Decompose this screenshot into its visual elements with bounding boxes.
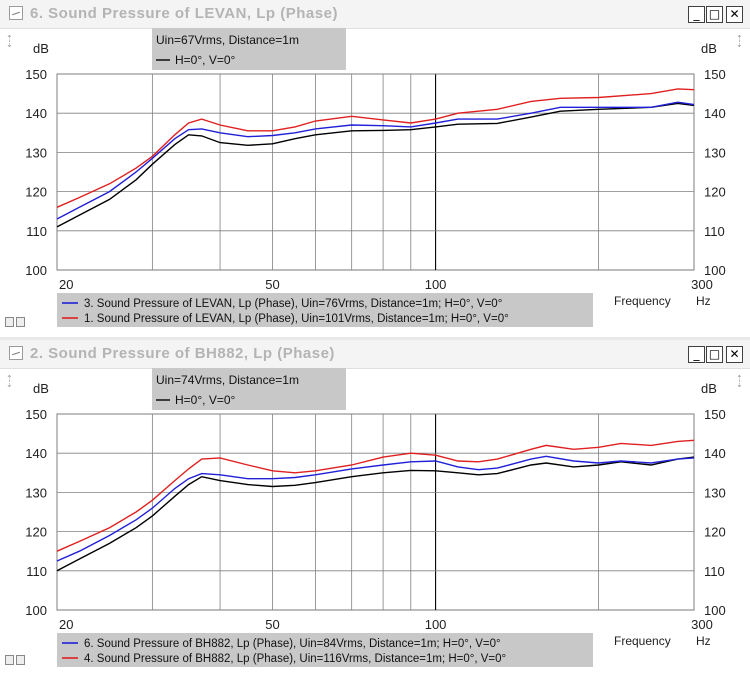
y-tick-label-left: 130 [25, 145, 47, 160]
y-tick-label-right: 100 [704, 603, 726, 618]
y-tick-label-right: 100 [704, 263, 726, 278]
legend-box-bg [57, 633, 593, 667]
y-tick-label-right: 110 [704, 224, 725, 239]
x-tick-label: 20 [59, 277, 73, 292]
info-line-2: H=0°, V=0° [175, 53, 236, 67]
y-axis-label-right: dB [701, 41, 717, 56]
chart-window-icon [9, 346, 23, 360]
y-tick-label-left: 130 [25, 485, 47, 500]
x-tick-label: 300 [691, 277, 713, 292]
legend-entry: 1. Sound Pressure of LEVAN, Lp (Phase), … [84, 313, 509, 325]
window-title: 6. Sound Pressure of LEVAN, Lp (Phase) [30, 5, 338, 22]
x-tick-label: 50 [265, 617, 279, 632]
y-tick-label-right: 130 [704, 485, 726, 500]
x-unit-label: Hz [696, 634, 711, 648]
x-tick-label: 100 [425, 617, 447, 632]
y-tick-label-right: 140 [704, 446, 726, 461]
close-button[interactable]: ✕ [726, 346, 743, 363]
window-title: 2. Sound Pressure of BH882, Lp (Phase) [30, 345, 335, 362]
y-axis-label-right: dB [701, 381, 717, 396]
chart-window-2: 2. Sound Pressure of BH882, Lp (Phase) _… [0, 340, 750, 675]
info-box-bg [152, 368, 346, 410]
y-tick-label-left: 110 [26, 564, 47, 579]
y-tick-label-left: 120 [25, 185, 47, 200]
legend-edit-icon[interactable] [16, 655, 25, 665]
chart-area: 100 100 110 110 120 120 130 130 140 140 150 150 dB dB… [0, 28, 750, 333]
legend-box-bg [57, 293, 593, 327]
info-box: Uin=74Vrms, Distance=1m H=0°, V=0° [152, 368, 346, 410]
plot-frame [56, 413, 695, 611]
legend-box: 3. Sound Pressure of LEVAN, Lp (Phase), … [57, 293, 593, 327]
chart-area: 100 100 110 110 120 120 130 130 140 140 150 150 dB dB… [0, 368, 750, 673]
legend-entry: 3. Sound Pressure of LEVAN, Lp (Phase), … [84, 298, 502, 310]
scale-up-icon-right[interactable]: ⇡ ⇣ [736, 374, 743, 389]
x-axis-label: Frequency [614, 634, 671, 648]
x-unit-label: Hz [696, 294, 711, 308]
series-line-1 [56, 455, 695, 562]
y-tick-label-left: 100 [25, 603, 47, 618]
maximize-button[interactable]: □ [706, 346, 723, 363]
minimize-button[interactable]: _ [688, 6, 705, 23]
chart-svg: 100 100 110 110 120 120 130 130 140 140 150 150 dB dB… [25, 28, 726, 327]
y-tick-label-left: 110 [26, 224, 47, 239]
y-tick-label-right: 150 [704, 407, 726, 422]
legend-entry: 6. Sound Pressure of BH882, Lp (Phase), … [84, 638, 501, 650]
title-bar[interactable]: 2. Sound Pressure of BH882, Lp (Phase) _… [0, 340, 750, 369]
scale-up-icon[interactable]: ⇡ ⇣ [6, 374, 13, 389]
info-box-bg [152, 28, 346, 70]
series-line-2 [56, 88, 695, 208]
legend-toggle-icon[interactable] [5, 655, 14, 665]
chart-svg: 100 100 110 110 120 120 130 130 140 140 150 150 dB dB… [25, 368, 726, 667]
y-tick-label-right: 120 [704, 185, 726, 200]
series-line-1 [56, 101, 695, 220]
y-tick-label-right: 130 [704, 145, 726, 160]
x-axis-label: Frequency [614, 294, 671, 308]
x-tick-label: 100 [425, 277, 447, 292]
chart-window-1: 6. Sound Pressure of LEVAN, Lp (Phase) _… [0, 0, 750, 337]
y-tick-label-left: 100 [25, 263, 47, 278]
x-tick-label: 20 [59, 617, 73, 632]
y-tick-label-left: 150 [25, 67, 47, 82]
title-bar[interactable]: 6. Sound Pressure of LEVAN, Lp (Phase) _… [0, 0, 750, 29]
y-tick-label-right: 110 [704, 564, 725, 579]
window-divider [0, 337, 750, 340]
info-line-1: Uin=67Vrms, Distance=1m [156, 33, 299, 47]
y-tick-label-right: 140 [704, 106, 726, 121]
y-axis-label-left: dB [33, 41, 49, 56]
y-tick-label-left: 140 [25, 446, 47, 461]
legend-edit-icon[interactable] [16, 317, 25, 327]
series-line-0 [56, 456, 695, 572]
x-tick-label: 50 [265, 277, 279, 292]
y-tick-label-left: 140 [25, 106, 47, 121]
legend-box: 6. Sound Pressure of BH882, Lp (Phase), … [57, 633, 593, 667]
legend-toggle-icon[interactable] [5, 317, 14, 327]
info-line-1: Uin=74Vrms, Distance=1m [156, 373, 299, 387]
legend-entry: 4. Sound Pressure of BH882, Lp (Phase), … [84, 653, 506, 665]
series-line-0 [56, 102, 695, 228]
series-line-2 [56, 439, 695, 552]
y-tick-label-left: 150 [25, 407, 47, 422]
close-button[interactable]: ✕ [726, 6, 743, 23]
y-axis-label-left: dB [33, 381, 49, 396]
chart-window-icon [9, 6, 23, 20]
info-line-2: H=0°, V=0° [175, 393, 236, 407]
scale-up-icon[interactable]: ⇡ ⇣ [6, 34, 13, 49]
info-box: Uin=67Vrms, Distance=1m H=0°, V=0° [152, 28, 346, 70]
x-tick-label: 300 [691, 617, 713, 632]
y-tick-label-right: 150 [704, 67, 726, 82]
y-tick-label-left: 120 [25, 525, 47, 540]
scale-up-icon-right[interactable]: ⇡ ⇣ [736, 34, 743, 49]
maximize-button[interactable]: □ [706, 6, 723, 23]
y-tick-label-right: 120 [704, 525, 726, 540]
minimize-button[interactable]: _ [688, 346, 705, 363]
